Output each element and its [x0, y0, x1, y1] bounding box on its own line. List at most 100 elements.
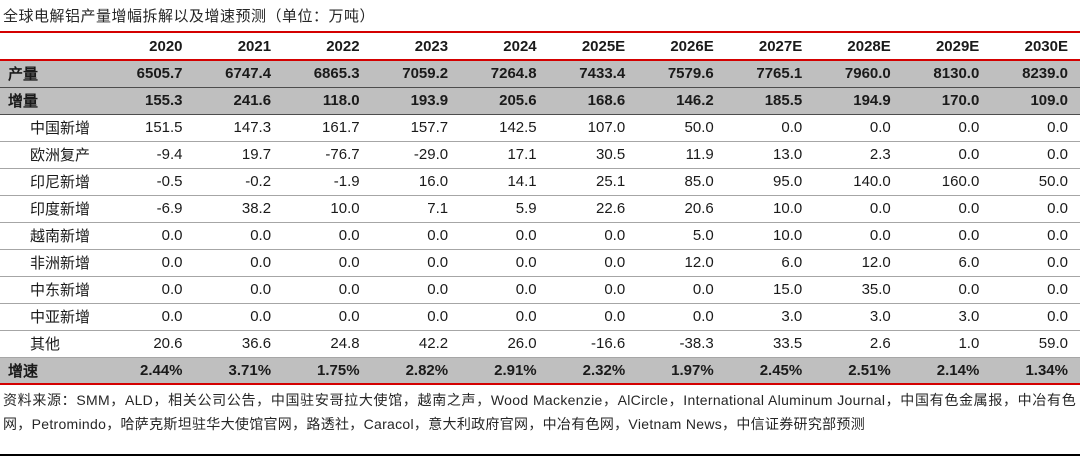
value-cell: 0.0 [161, 254, 183, 271]
value-cell: 155.3 [144, 92, 183, 109]
aluminum-production-table: 2020 2021 2022 2023 2024 2025E 2026E 2027E 2028E… [0, 31, 1080, 385]
value-cell: 185.5 [764, 92, 803, 109]
value-cell: 0.0 [1047, 146, 1068, 163]
table-row: 印度新增 -6.9 38.2 10.0 7.1 5.9 22.6 20.6 10.0 0.0 0.0… [0, 195, 1080, 222]
value-cell: 0.0 [869, 200, 891, 217]
table-row: 印尼新增 -0.5 -0.2 -1.9 16.0 14.1 25.1 85.0 95.0 140.… [0, 168, 1080, 195]
table-row: 中国新增 151.5 147.3 161.7 157.7 142.5 107.0 50.0 0.… [0, 114, 1080, 141]
row-label: 印度新增 [30, 201, 91, 218]
value-cell: 193.9 [410, 92, 449, 109]
value-cell: 24.8 [330, 335, 360, 352]
value-cell: 3.0 [869, 308, 891, 325]
value-cell: 1.97% [671, 361, 714, 379]
value-cell: 0.0 [338, 281, 360, 298]
value-cell: 50.0 [1038, 173, 1068, 190]
value-cell: 1.75% [317, 361, 360, 379]
value-cell: 2.45% [759, 361, 803, 379]
value-cell: 0.0 [427, 281, 449, 298]
value-cell: 33.5 [773, 335, 803, 352]
row-label: 印尼新增 [30, 174, 91, 191]
value-cell: 3.71% [228, 361, 272, 379]
value-cell: 20.6 [153, 335, 183, 352]
year-header: 2030E [1024, 37, 1068, 55]
value-cell: 7579.6 [667, 65, 714, 83]
value-cell: 59.0 [1038, 335, 1068, 352]
row-label: 中东新增 [30, 282, 91, 299]
value-cell: 19.7 [241, 146, 272, 163]
value-cell: -76.7 [325, 146, 360, 163]
table-row: 其他 20.6 36.6 24.8 42.2 26.0 -16.6 -38.3 33.5 2.6 1… [0, 330, 1080, 357]
value-cell: 194.9 [853, 92, 891, 109]
value-cell: 146.2 [676, 92, 714, 109]
value-cell: 0.0 [250, 254, 272, 271]
year-header: 2027E [758, 37, 803, 55]
value-cell: 0.0 [250, 227, 272, 244]
value-cell: 8239.0 [1022, 65, 1068, 83]
value-cell: 0.0 [515, 281, 537, 298]
value-cell: 8130.0 [933, 65, 980, 83]
row-label: 非洲新增 [30, 255, 91, 272]
value-cell: 160.0 [941, 173, 980, 190]
table-row: 增量 155.3 241.6 118.0 193.9 205.6 168.6 146.2 185… [0, 87, 1080, 114]
source-note: 资料来源：SMM，ALD，相关公司公告，中国驻安哥拉大使馆，越南之声，Wood … [3, 392, 1076, 432]
value-cell: 0.0 [958, 227, 980, 244]
row-label: 越南新增 [30, 228, 91, 245]
value-cell: 0.0 [1047, 281, 1068, 298]
value-cell: 11.9 [685, 146, 714, 163]
year-header: 2024 [503, 37, 537, 55]
value-cell: 241.6 [233, 92, 272, 109]
value-cell: 0.0 [338, 254, 360, 271]
value-cell: 157.7 [410, 119, 449, 136]
value-cell: 0.0 [692, 281, 714, 298]
value-cell: 142.5 [499, 119, 537, 136]
value-cell: 95.0 [773, 173, 803, 190]
year-header: 2020 [149, 37, 183, 55]
value-cell: 0.0 [604, 308, 626, 325]
value-cell: 6865.3 [313, 65, 360, 83]
value-cell: 7765.1 [756, 65, 803, 83]
year-header: 2029E [935, 37, 980, 55]
value-cell: 36.6 [241, 335, 272, 352]
value-cell: 0.0 [1047, 227, 1068, 244]
value-cell: 2.6 [869, 335, 891, 352]
table-row: 非洲新增 0.0 0.0 0.0 0.0 0.0 0.0 12.0 6.0 12.0 6.0 0.0 [0, 249, 1080, 276]
value-cell: 0.0 [869, 227, 891, 244]
value-cell: 7059.2 [402, 65, 449, 83]
value-cell: 0.0 [1047, 119, 1068, 136]
value-cell: 10.0 [330, 200, 360, 217]
value-cell: 0.0 [338, 308, 360, 325]
value-cell: 0.0 [604, 227, 626, 244]
value-cell: 1.0 [958, 335, 980, 352]
value-cell: 0.0 [161, 308, 183, 325]
value-cell: 85.0 [684, 173, 714, 190]
value-cell: 38.2 [241, 200, 272, 217]
value-cell: 7960.0 [844, 65, 891, 83]
value-cell: 6.0 [781, 254, 803, 271]
value-cell: 0.0 [515, 227, 537, 244]
year-header: 2026E [670, 37, 714, 55]
year-header: 2023 [414, 37, 449, 55]
value-cell: 170.0 [941, 92, 980, 109]
row-label: 中国新增 [30, 120, 91, 137]
year-header: 2025E [581, 37, 626, 55]
value-cell: 3.0 [781, 308, 803, 325]
value-cell: 5.0 [692, 227, 714, 244]
value-cell: 0.0 [958, 119, 980, 136]
value-cell: 7433.4 [579, 65, 626, 83]
value-cell: -9.4 [156, 146, 183, 163]
value-cell: 7.1 [427, 200, 449, 217]
row-label: 增速 [8, 362, 39, 380]
value-cell: 147.3 [233, 119, 272, 136]
value-cell: 0.0 [1047, 308, 1068, 325]
value-cell: 0.0 [427, 308, 449, 325]
value-cell: 12.0 [684, 254, 714, 271]
value-cell: -1.9 [333, 173, 360, 190]
value-cell: 1.34% [1025, 361, 1068, 379]
value-cell: 42.2 [418, 335, 449, 352]
value-cell: 168.6 [587, 92, 626, 109]
value-cell: 0.0 [515, 308, 537, 325]
value-cell: 3.0 [958, 308, 980, 325]
value-cell: 0.0 [958, 146, 980, 163]
value-cell: 14.1 [507, 173, 537, 190]
value-cell: 0.0 [1047, 200, 1068, 217]
